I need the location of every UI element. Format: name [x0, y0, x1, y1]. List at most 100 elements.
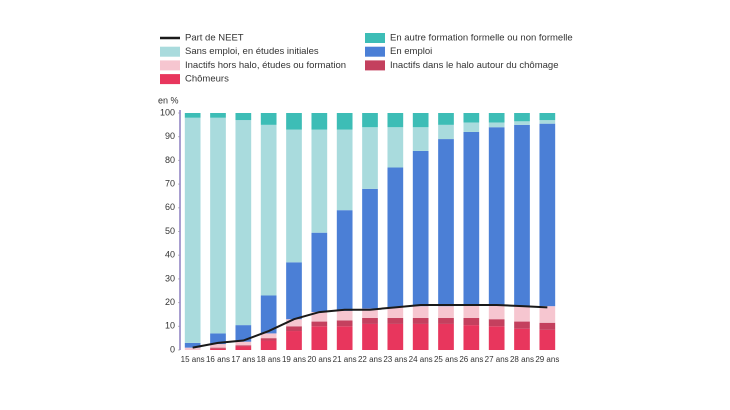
bar-segment: [260, 295, 277, 334]
bar-segment: [412, 150, 429, 307]
bar-segment: [539, 306, 556, 323]
x-tick-label: 21 ans: [333, 355, 357, 364]
y-tick-label: 60: [165, 202, 175, 212]
bar-segment: [362, 113, 378, 128]
legend-label: Sans emploi, en études initiales: [185, 46, 319, 57]
bar-segment: [362, 323, 378, 350]
bar-segment: [184, 117, 201, 343]
x-tick-label: 17 ans: [231, 355, 255, 364]
bar-segment: [514, 306, 530, 322]
bar-segment: [336, 210, 353, 311]
bar-segment: [311, 113, 328, 130]
y-tick-label: 40: [165, 250, 175, 260]
bar-segment: [463, 325, 480, 350]
bar-segment: [412, 318, 429, 324]
bar-segment: [438, 124, 454, 140]
bar-segment: [311, 129, 328, 233]
bar-segment: [260, 124, 277, 296]
bar-segment: [210, 333, 226, 345]
bar-segment: [463, 304, 480, 319]
x-tick-label: 15 ans: [181, 355, 205, 364]
bar-segment: [412, 323, 429, 350]
bar-segment: [235, 346, 252, 350]
legend-label: En autre formation formelle ou non forme…: [390, 33, 573, 44]
bar-segment: [387, 318, 404, 324]
bar-segment: [286, 129, 302, 263]
y-tick-label: 20: [165, 297, 175, 307]
bar-segment: [336, 310, 353, 321]
neet-line: [192, 303, 548, 349]
bar-segment: [210, 344, 226, 348]
bar-segment: [235, 345, 252, 347]
bar-segment: [438, 323, 454, 350]
bar-segment: [286, 326, 302, 332]
bar-segment: [184, 342, 201, 348]
bar-segment: [463, 131, 480, 305]
legend-swatch: [160, 46, 180, 57]
bar-segment: [184, 113, 201, 118]
legend-label: Part de NEET: [185, 33, 244, 44]
bar-segment: [514, 321, 530, 329]
bar-segment: [514, 328, 530, 350]
bar-segment: [311, 326, 328, 350]
bar-segment: [235, 113, 252, 121]
bar-segment: [210, 113, 226, 118]
y-tick-label: 30: [165, 273, 175, 283]
bar-segment: [387, 127, 404, 168]
x-tick-label: 24 ans: [409, 355, 433, 364]
bar-segment: [488, 326, 505, 350]
bar-segment: [362, 127, 378, 189]
y-tick-label: 0: [170, 344, 175, 354]
bar-segment: [387, 307, 404, 319]
legend-swatch: [365, 46, 385, 57]
legend-swatch: [160, 60, 180, 71]
bar-segment: [438, 318, 454, 324]
bar-segment: [488, 127, 505, 305]
x-tick-label: 28 ans: [510, 355, 534, 364]
bar-segment: [235, 341, 252, 346]
bar-segment: [286, 319, 302, 327]
bar-segment: [539, 120, 556, 124]
bar-segment: [488, 304, 505, 320]
x-tick-label: 29 ans: [535, 355, 559, 364]
bar-segment: [286, 331, 302, 350]
y-tick-label: 50: [165, 226, 175, 236]
bar-segment: [488, 113, 505, 123]
bar-segment: [488, 122, 505, 128]
y-axis-label: en %: [158, 95, 179, 105]
y-tick-label: 70: [165, 178, 175, 188]
bar-segment: [286, 113, 302, 130]
bar-segment: [488, 319, 505, 327]
bar-segment: [286, 262, 302, 320]
legend-label: Chômeurs: [185, 74, 229, 85]
bar-segment: [362, 318, 378, 324]
bar-segment: [463, 113, 480, 123]
bar-segment: [336, 320, 353, 327]
bar-segment: [539, 123, 556, 307]
legend-label: Inactifs hors halo, études ou formation: [185, 60, 346, 71]
bar-segment: [311, 232, 328, 313]
x-tick-label: 23 ans: [383, 355, 407, 364]
bar-segment: [184, 347, 201, 350]
bar-segment: [311, 312, 328, 322]
bar-segment: [362, 308, 378, 319]
bar-segment: [311, 321, 328, 327]
bar-segment: [514, 124, 530, 307]
legend-swatch: [160, 74, 180, 85]
bar-segment: [336, 326, 353, 350]
bar-segment: [336, 129, 353, 211]
bar-segment: [412, 113, 429, 128]
x-tick-label: 20 ans: [307, 355, 331, 364]
bar-segment: [260, 338, 277, 341]
bar-segment: [438, 113, 454, 125]
y-tick-label: 10: [165, 321, 175, 331]
bar-segment: [235, 325, 252, 342]
bar-segment: [387, 167, 404, 308]
bar-segment: [210, 347, 226, 349]
x-tick-label: 27 ans: [485, 355, 509, 364]
bar-segment: [210, 348, 226, 350]
bar-segment: [387, 113, 404, 128]
bar-segment: [260, 340, 277, 350]
y-tick-label: 80: [165, 155, 175, 165]
